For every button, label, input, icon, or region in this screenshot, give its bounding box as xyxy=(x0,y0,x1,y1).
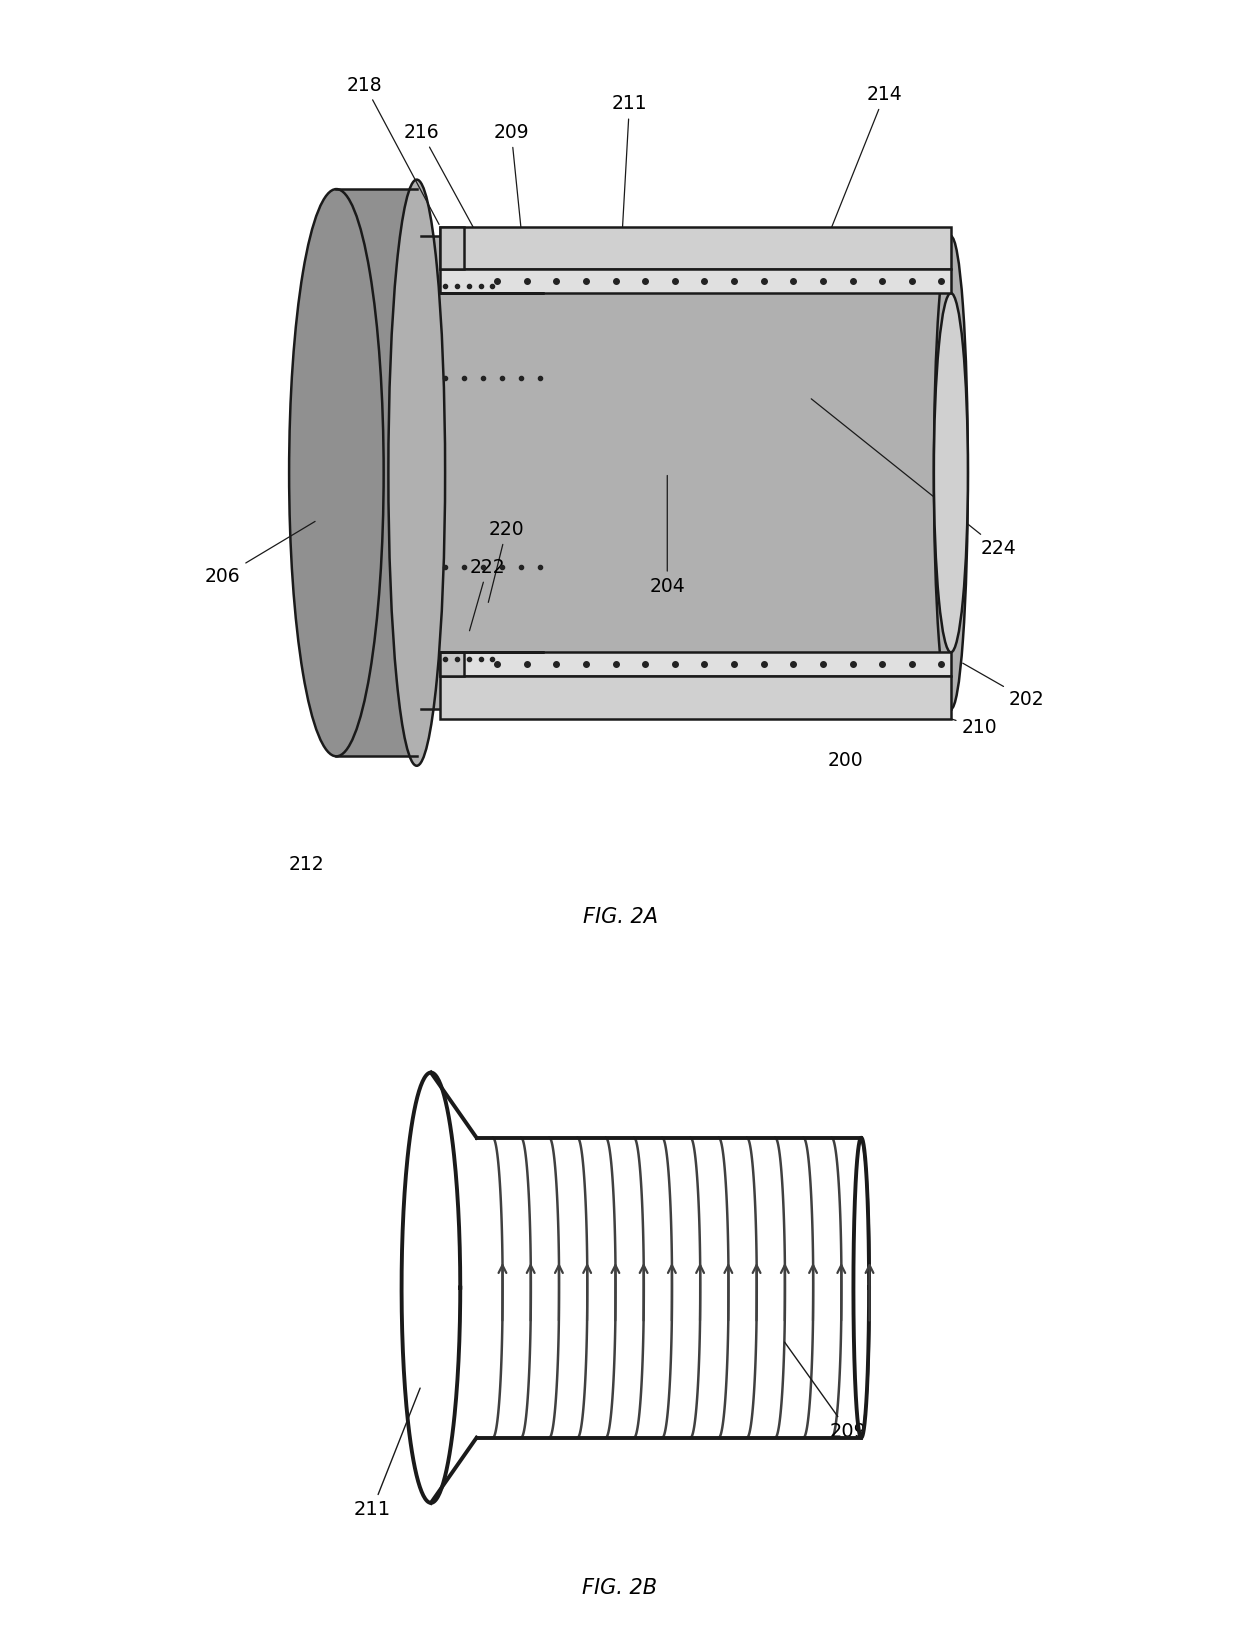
Polygon shape xyxy=(422,236,951,709)
Text: 211: 211 xyxy=(611,95,647,269)
Polygon shape xyxy=(440,227,464,269)
Ellipse shape xyxy=(934,293,968,652)
Text: 222: 222 xyxy=(470,557,506,631)
Text: 214: 214 xyxy=(830,85,903,233)
Text: 206: 206 xyxy=(205,522,315,587)
Polygon shape xyxy=(440,652,951,676)
Polygon shape xyxy=(440,269,951,293)
Polygon shape xyxy=(440,227,951,269)
Polygon shape xyxy=(440,652,464,676)
Text: FIG. 2B: FIG. 2B xyxy=(583,1578,657,1597)
Ellipse shape xyxy=(934,236,968,709)
Text: 210: 210 xyxy=(859,689,997,737)
Text: 220: 220 xyxy=(489,520,525,603)
Text: 212: 212 xyxy=(289,854,325,874)
Polygon shape xyxy=(336,189,417,756)
Text: 204: 204 xyxy=(650,476,686,595)
Text: 211: 211 xyxy=(353,1389,420,1519)
Polygon shape xyxy=(440,676,951,719)
Ellipse shape xyxy=(388,179,445,766)
Text: 218: 218 xyxy=(347,75,439,225)
Ellipse shape xyxy=(289,189,383,756)
Text: 209: 209 xyxy=(494,122,529,269)
Text: 202: 202 xyxy=(962,663,1044,709)
Text: FIG. 2A: FIG. 2A xyxy=(583,906,657,927)
Text: 216: 216 xyxy=(404,122,477,235)
Polygon shape xyxy=(440,293,951,652)
Text: 209: 209 xyxy=(785,1341,867,1441)
Text: 224: 224 xyxy=(811,399,1016,557)
Text: 200: 200 xyxy=(828,751,863,769)
